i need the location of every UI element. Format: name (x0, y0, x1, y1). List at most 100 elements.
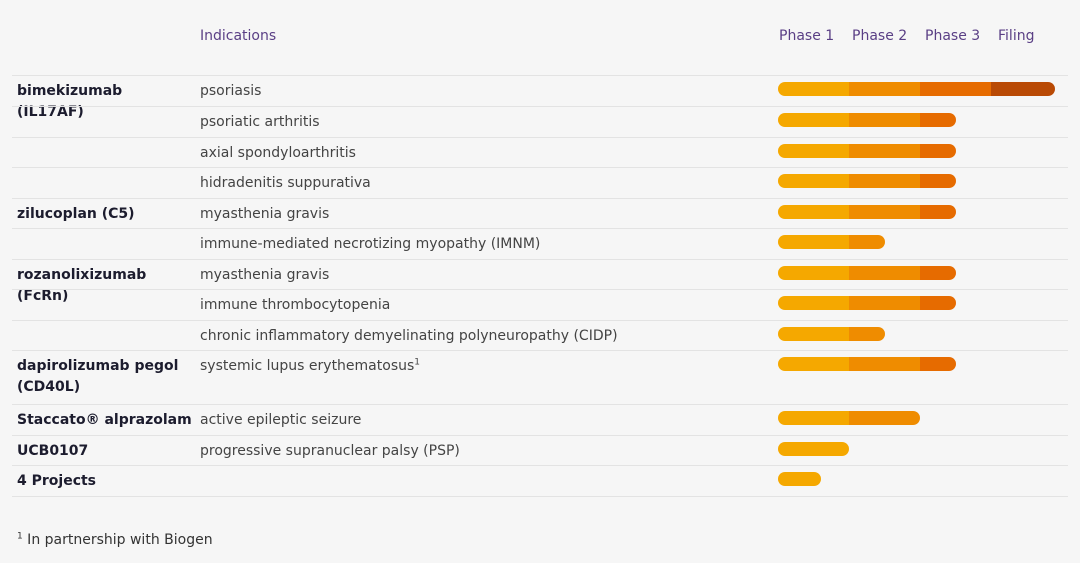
phase-segment-2 (849, 174, 920, 188)
phase-segment-1 (778, 442, 849, 456)
phase-header-2: Phase 2 (852, 28, 908, 44)
row-divider (12, 137, 1068, 138)
phase-segment-3 (920, 357, 956, 371)
row-divider (12, 350, 1068, 351)
table-row: hidradenitis suppurativa (0, 168, 1068, 199)
phase-progress-bar (778, 113, 956, 127)
phase-segment-1 (778, 357, 849, 371)
table-row: chronic inflammatory demyelinating polyn… (0, 321, 1068, 351)
indication-label: psoriasis (200, 81, 760, 102)
phase-segment-3 (920, 296, 956, 310)
phase-segment-1 (778, 327, 849, 341)
phase-segment-1 (778, 266, 849, 280)
phase-progress-bar (778, 266, 956, 280)
phase-segment-1 (778, 113, 849, 127)
phase-segment-1 (778, 205, 849, 219)
phase-segment-1 (778, 472, 821, 486)
row-divider (12, 496, 1068, 497)
footnote-text: In partnership with Biogen (22, 532, 213, 548)
phase-segment-2 (849, 205, 920, 219)
table-row: immune thrombocytopenia (0, 290, 1068, 321)
row-divider (12, 106, 1068, 107)
row-divider (12, 435, 1068, 436)
table-row: immune-mediated necrotizing myopathy (IM… (0, 229, 1068, 260)
indication-text: immune thrombocytopenia (200, 297, 391, 313)
drug-name: rozanolixizumab (FcRn) (17, 267, 147, 304)
indication-label: psoriatic arthritis (200, 112, 760, 133)
phase-segment-2 (849, 235, 885, 249)
phase-segment-1 (778, 174, 849, 188)
header-divider (12, 75, 1068, 76)
phase-segment-3 (920, 266, 956, 280)
phase-segment-2 (849, 327, 885, 341)
phase-segment-3 (920, 174, 956, 188)
row-divider (12, 259, 1068, 260)
phase-segment-2 (849, 357, 920, 371)
phase-segment-1 (778, 82, 849, 96)
table-row: axial spondyloarthritis (0, 138, 1068, 168)
phase-progress-bar (778, 411, 920, 425)
drug-name: UCB0107 (17, 443, 89, 459)
phase-header-1: Phase 1 (779, 28, 835, 44)
drug-name: bimekizumab (IL17AF) (17, 83, 123, 120)
table-row: Staccato® alprazolam active epileptic sei… (0, 405, 1068, 436)
indication-text: myasthenia gravis (200, 206, 330, 222)
phase-segment-1 (778, 235, 849, 249)
phase-progress-bar (778, 82, 1055, 96)
drug-name: dapirolizumab pegol (CD40L) (17, 358, 179, 395)
phase-segment-3 (920, 144, 956, 158)
phase-segment-2 (849, 113, 920, 127)
indication-text: psoriatic arthritis (200, 114, 320, 130)
phase-progress-bar (778, 442, 849, 456)
table-row: rozanolixizumab (FcRn) myasthenia gravis (0, 260, 1068, 304)
indication-label: systemic lupus erythematosus1 (200, 356, 760, 377)
drug-name: Staccato® alprazolam (17, 412, 192, 428)
phase-segment-3 (920, 82, 991, 96)
row-divider (12, 465, 1068, 466)
phase-progress-bar (778, 296, 956, 310)
phase-header-4: Filing (998, 28, 1035, 44)
indications-header: Indications (200, 28, 277, 44)
phase-progress-bar (778, 144, 956, 158)
indication-label: myasthenia gravis (200, 204, 760, 225)
indication-text: chronic inflammatory demyelinating polyn… (200, 328, 618, 344)
table-row: bimekizumab (IL17AF) psoriasis (0, 76, 1068, 120)
indication-label: immune thrombocytopenia (200, 295, 760, 316)
phase-segment-2 (849, 82, 920, 96)
indication-text: active epileptic seizure (200, 412, 362, 428)
phase-progress-bar (778, 205, 956, 219)
phase-segment-1 (778, 144, 849, 158)
row-divider (12, 289, 1068, 290)
phase-progress-bar (778, 327, 885, 341)
footnote-ref: 1 (414, 357, 421, 368)
row-divider (12, 198, 1068, 199)
phase-segment-3 (920, 205, 956, 219)
phase-progress-bar (778, 357, 956, 371)
row-divider (12, 167, 1068, 168)
row-divider (12, 404, 1068, 405)
indication-label: hidradenitis suppurativa (200, 173, 760, 194)
phase-header-3: Phase 3 (925, 28, 981, 44)
footnote: 1 In partnership with Biogen (17, 532, 213, 548)
phase-progress-bar (778, 235, 885, 249)
indication-label: axial spondyloarthritis (200, 143, 760, 164)
table-row: psoriatic arthritis (0, 107, 1068, 138)
drug-name: 4 Projects (17, 473, 97, 489)
row-divider (12, 320, 1068, 321)
indication-label: active epileptic seizure (200, 410, 760, 431)
phase-progress-bar (778, 174, 956, 188)
table-row: dapirolizumab pegol (CD40L) systemic lupu… (0, 351, 1068, 405)
drug-name: zilucoplan (C5) (17, 206, 135, 222)
table-row: zilucoplan (C5) myasthenia gravis (0, 199, 1068, 229)
row-divider (12, 228, 1068, 229)
indication-text: psoriasis (200, 83, 262, 99)
indication-text: progressive supranuclear palsy (PSP) (200, 443, 460, 459)
phase-segment-1 (778, 411, 849, 425)
indication-label: immune-mediated necrotizing myopathy (IM… (200, 234, 760, 255)
phase-segment-2 (849, 296, 920, 310)
indication-text: myasthenia gravis (200, 267, 330, 283)
footnote-marker: 1 (17, 531, 23, 542)
indication-label: myasthenia gravis (200, 265, 760, 286)
phase-segment-4 (991, 82, 1055, 96)
